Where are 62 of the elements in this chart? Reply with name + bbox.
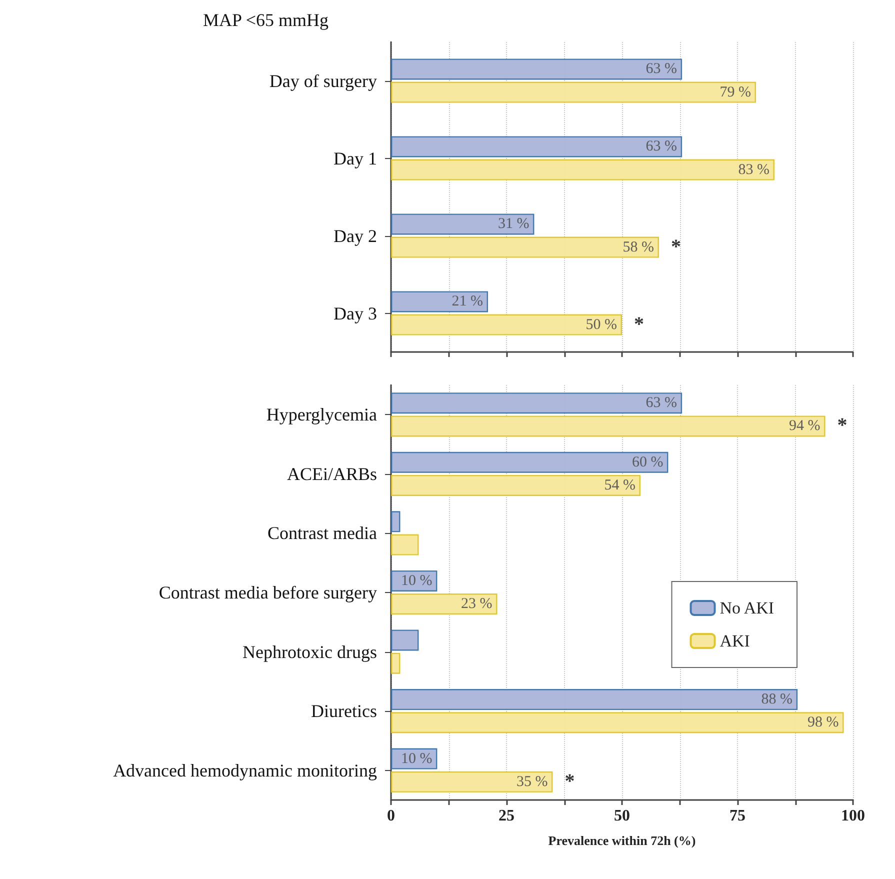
x-axis-title: Prevalence within 72h (%) bbox=[548, 833, 696, 848]
y-tick-label: Contrast media bbox=[268, 523, 378, 544]
bar bbox=[391, 712, 844, 734]
x-tick-label: 0 bbox=[387, 808, 395, 824]
data-label: 63 % bbox=[646, 61, 678, 78]
bar bbox=[391, 534, 419, 556]
y-tick-label: Nephrotoxic drugs bbox=[242, 642, 377, 662]
bar bbox=[391, 214, 534, 235]
bar bbox=[391, 236, 659, 258]
data-label: 83 % bbox=[738, 162, 770, 178]
x-tick-label: 50 bbox=[614, 808, 630, 824]
annotation: * bbox=[837, 414, 848, 437]
y-tick-label: Day 2 bbox=[334, 226, 377, 246]
data-label: 54 % bbox=[604, 477, 636, 494]
bar bbox=[391, 630, 419, 651]
data-label: 60 % bbox=[632, 454, 664, 470]
bar bbox=[391, 594, 498, 615]
bar bbox=[391, 314, 622, 336]
data-label: 94 % bbox=[789, 418, 820, 434]
legend-label: AKI bbox=[720, 632, 750, 650]
bar bbox=[391, 416, 826, 437]
data-label: 50 % bbox=[586, 316, 617, 333]
data-label: 23 % bbox=[461, 596, 492, 612]
x-tick-label: 100 bbox=[841, 808, 865, 824]
bar bbox=[391, 392, 682, 414]
data-label: 88 % bbox=[761, 692, 793, 708]
y-tick-label: Diuretics bbox=[311, 701, 377, 722]
bar bbox=[391, 511, 400, 532]
data-label: 79 % bbox=[720, 84, 751, 100]
bar bbox=[391, 771, 553, 792]
bar bbox=[391, 159, 774, 180]
data-label: 63 % bbox=[646, 395, 678, 412]
data-label: 63 % bbox=[646, 138, 678, 155]
data-label: 10 % bbox=[400, 572, 432, 589]
data-label: 98 % bbox=[808, 714, 839, 731]
y-tick-label: Hyperglycemia bbox=[266, 404, 377, 425]
chart-title: MAP <65 mmHg bbox=[203, 10, 328, 30]
y-tick-label: Contrast media before surgery bbox=[158, 582, 377, 602]
bar bbox=[391, 689, 798, 710]
x-tick-label: 75 bbox=[730, 808, 746, 824]
data-label: 58 % bbox=[622, 239, 654, 256]
bar bbox=[391, 291, 488, 312]
y-tick-label: Advanced hemodynamic monitoring bbox=[113, 760, 377, 780]
data-label: 21 % bbox=[452, 294, 484, 310]
bar bbox=[391, 82, 756, 103]
annotation: * bbox=[564, 770, 575, 792]
legend-label: No AKI bbox=[720, 598, 774, 618]
x-tick-label: 25 bbox=[498, 808, 514, 824]
data-label: 35 % bbox=[516, 774, 548, 790]
data-label: 31 % bbox=[498, 216, 530, 232]
bar bbox=[391, 452, 668, 473]
annotation: * bbox=[634, 313, 644, 336]
y-tick-label: Day 3 bbox=[334, 303, 377, 324]
y-tick-label: Day 1 bbox=[334, 148, 377, 168]
bar bbox=[391, 474, 640, 496]
y-tick-label: Day of surgery bbox=[269, 70, 377, 91]
bar bbox=[391, 136, 682, 158]
bar bbox=[391, 58, 682, 80]
y-tick-label: ACEi/ARBs bbox=[286, 464, 377, 484]
bar bbox=[391, 652, 400, 674]
data-label: 10 % bbox=[400, 750, 432, 767]
annotation: * bbox=[670, 236, 681, 258]
